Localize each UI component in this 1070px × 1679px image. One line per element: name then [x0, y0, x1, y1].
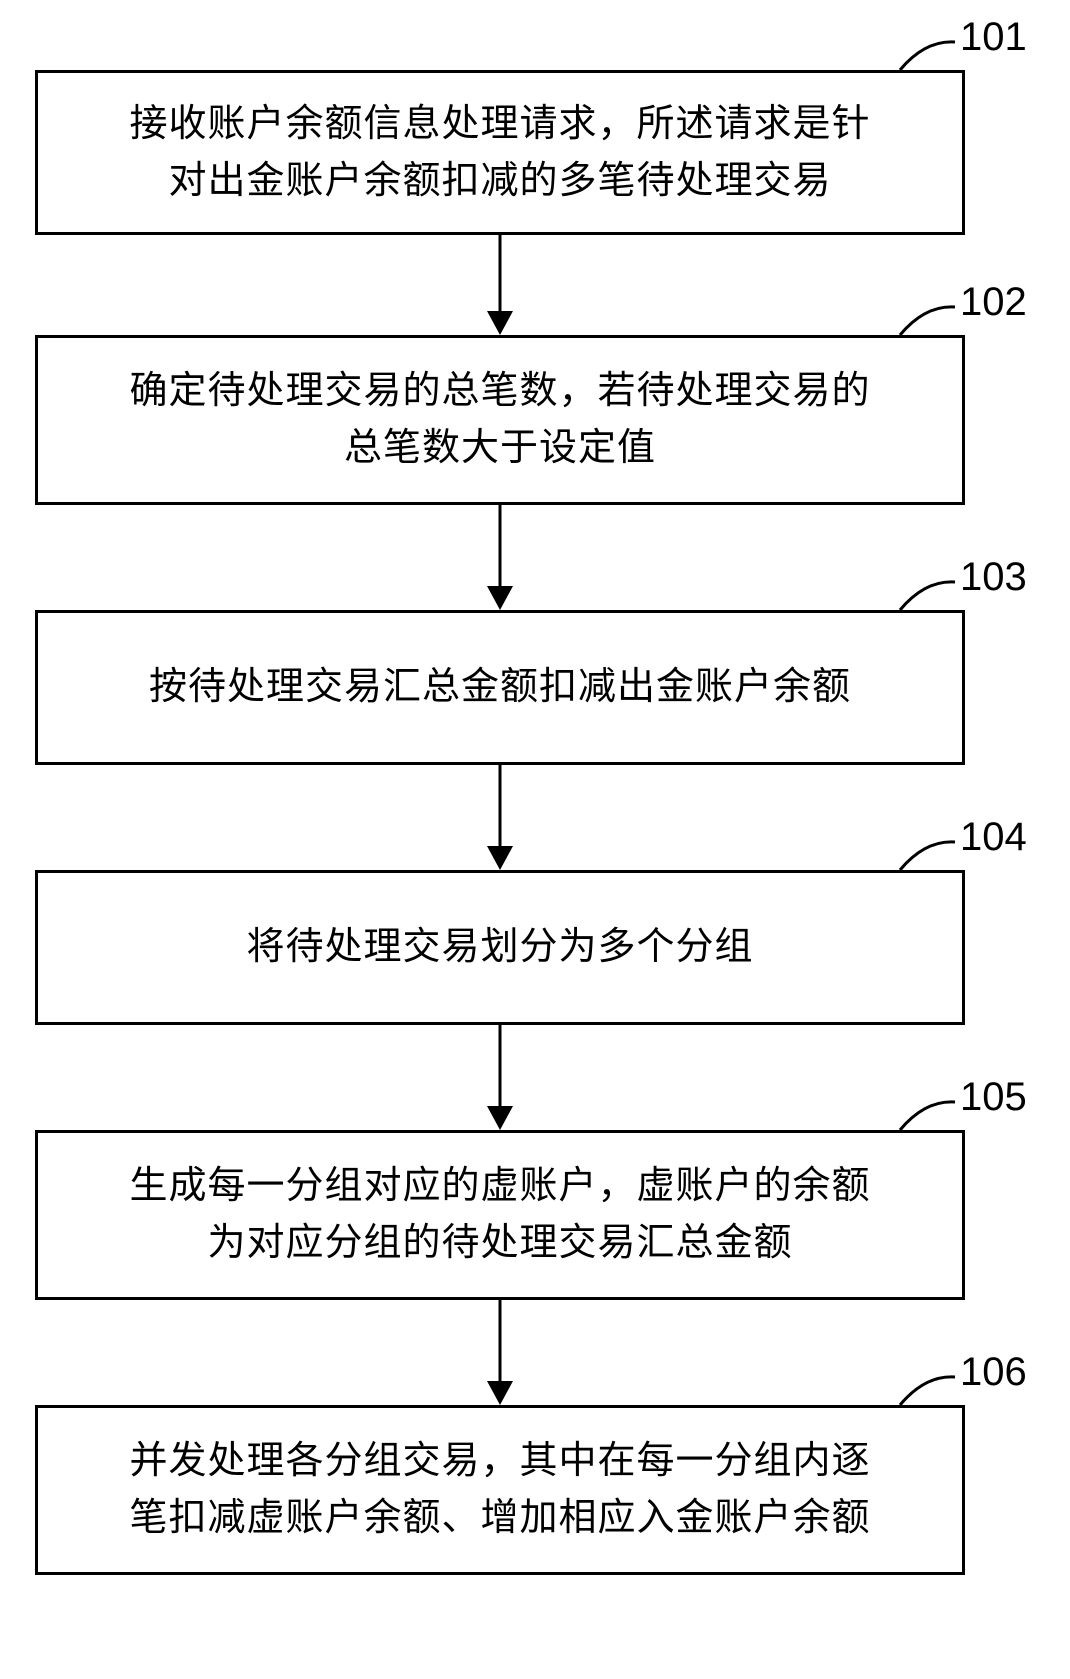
- arrow-line: [499, 765, 502, 848]
- node-text-line2: 笔扣减虚账户余额、增加相应入金账户余额: [129, 1497, 870, 1539]
- node-text: 生成每一分组对应的虚账户，虚账户的余额 为对应分组的待处理交易汇总金额: [129, 1158, 870, 1272]
- arrow-line: [499, 1300, 502, 1383]
- node-text-line1: 并发处理各分组交易，其中在每一分组内逐: [129, 1440, 870, 1482]
- node-text-line1: 接收账户余额信息处理请求，所述请求是针: [129, 103, 870, 145]
- step-label-104: 104: [960, 815, 1027, 860]
- arrow-head: [487, 586, 513, 610]
- node-text: 接收账户余额信息处理请求，所述请求是针 对出金账户余额扣减的多笔待处理交易: [129, 96, 870, 210]
- arrow-line: [499, 1025, 502, 1108]
- node-text-line1: 按待处理交易汇总金额扣减出金账户余额: [149, 666, 851, 708]
- step-label-102: 102: [960, 280, 1027, 325]
- arrow-head: [487, 1106, 513, 1130]
- flowchart-node-105: 生成每一分组对应的虚账户，虚账户的余额 为对应分组的待处理交易汇总金额: [35, 1130, 965, 1300]
- node-text-line2: 为对应分组的待处理交易汇总金额: [207, 1222, 792, 1264]
- arrow-head: [487, 846, 513, 870]
- node-text-line2: 对出金账户余额扣减的多笔待处理交易: [168, 160, 831, 202]
- node-text-line1: 将待处理交易划分为多个分组: [246, 926, 753, 968]
- step-label-106: 106: [960, 1350, 1027, 1395]
- arrow-head: [487, 311, 513, 335]
- flowchart-container: 接收账户余额信息处理请求，所述请求是针 对出金账户余额扣减的多笔待处理交易 10…: [0, 0, 1070, 1679]
- node-text: 按待处理交易汇总金额扣减出金账户余额: [149, 659, 851, 716]
- node-text-line1: 生成每一分组对应的虚账户，虚账户的余额: [129, 1165, 870, 1207]
- flowchart-node-102: 确定待处理交易的总笔数，若待处理交易的 总笔数大于设定值: [35, 335, 965, 505]
- flowchart-node-106: 并发处理各分组交易，其中在每一分组内逐 笔扣减虚账户余额、增加相应入金账户余额: [35, 1405, 965, 1575]
- flowchart-node-103: 按待处理交易汇总金额扣减出金账户余额: [35, 610, 965, 765]
- step-label-103: 103: [960, 555, 1027, 600]
- node-text: 并发处理各分组交易，其中在每一分组内逐 笔扣减虚账户余额、增加相应入金账户余额: [129, 1433, 870, 1547]
- step-label-105: 105: [960, 1075, 1027, 1120]
- flowchart-node-101: 接收账户余额信息处理请求，所述请求是针 对出金账户余额扣减的多笔待处理交易: [35, 70, 965, 235]
- step-label-101: 101: [960, 15, 1027, 60]
- node-text-line2: 总笔数大于设定值: [344, 427, 656, 469]
- arrow-head: [487, 1381, 513, 1405]
- arrow-line: [499, 505, 502, 588]
- node-text: 将待处理交易划分为多个分组: [246, 919, 753, 976]
- arrow-line: [499, 235, 502, 313]
- node-text: 确定待处理交易的总笔数，若待处理交易的 总笔数大于设定值: [129, 363, 870, 477]
- node-text-line1: 确定待处理交易的总笔数，若待处理交易的: [129, 370, 870, 412]
- flowchart-node-104: 将待处理交易划分为多个分组: [35, 870, 965, 1025]
